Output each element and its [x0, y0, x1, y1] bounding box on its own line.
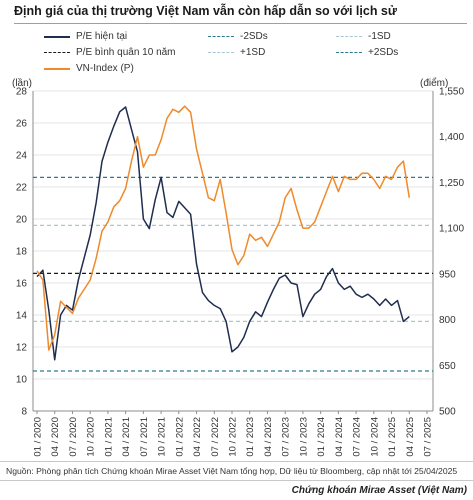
- legend-swatch-mean: [44, 52, 70, 53]
- x-tick-label: 01 / 2023: [245, 417, 256, 457]
- x-tick-label: 10 / 2024: [369, 417, 380, 457]
- x-tick-label: 07 / 2020: [68, 417, 79, 457]
- legend-label-minus1sd: -1SD: [368, 31, 391, 42]
- left-tick-label: 10: [16, 375, 28, 386]
- left-tick-label: 22: [16, 183, 28, 194]
- right-tick-label: 950: [439, 269, 456, 280]
- left-tick-label: 18: [16, 247, 28, 258]
- x-tick-label: 07 / 2021: [139, 417, 150, 457]
- x-tick-label: 04 / 2021: [121, 417, 132, 457]
- left-tick-label: 16: [16, 279, 28, 290]
- x-tick-label: 01 / 2024: [316, 417, 327, 457]
- right-tick-label: 1,100: [439, 224, 464, 235]
- x-tick-label: 01 / 2021: [103, 417, 114, 457]
- x-tick-label: 07 / 2023: [281, 417, 292, 457]
- x-tick-label: 10 / 2022: [228, 417, 239, 457]
- x-tick-label: 07 / 2022: [210, 417, 221, 457]
- right-tick-label: 500: [439, 407, 456, 418]
- x-tick-label: 07 / 2024: [352, 417, 363, 457]
- right-tick-label: 1,550: [439, 87, 464, 98]
- right-tick-label: 1,250: [439, 178, 464, 189]
- legend-swatch-vnindex: [44, 68, 70, 70]
- source-note: Nguồn: Phòng phân tích Chứng khoán Mirae…: [6, 466, 458, 476]
- source-divider: [0, 461, 473, 462]
- left-tick-label: 8: [21, 407, 27, 418]
- legend-swatch-minus2sd: [208, 36, 234, 37]
- left-tick-label: 14: [16, 311, 28, 322]
- x-tick-label: 07 / 2025: [423, 417, 434, 457]
- footer-divider: [0, 480, 473, 481]
- legend-label-mean: P/E bình quân 10 năm: [76, 47, 176, 58]
- chart-canvas: 8 10 12 14 16 18 20 22 24 26 28 500 650 800 950 1,100 1,…: [16, 87, 465, 457]
- legend-swatch-minus1sd: [336, 36, 362, 37]
- left-axis-unit: (lần): [12, 78, 33, 89]
- legend-label-pe: P/E hiện tại: [76, 31, 128, 42]
- x-tick-label: 04 / 2022: [192, 417, 203, 457]
- legend-swatch-pe: [44, 36, 70, 38]
- title-divider: [14, 23, 467, 24]
- right-tick-label: 1,400: [439, 132, 464, 143]
- chart-title: Định giá của thị trường Việt Nam vẫn còn…: [14, 4, 397, 18]
- x-tick-label: 01 / 2022: [174, 417, 185, 457]
- x-tick-label: 04 / 2020: [50, 417, 61, 457]
- right-tick-label: 650: [439, 361, 456, 372]
- x-tick-label: 04 / 2023: [263, 417, 274, 457]
- legend-label-minus2sd: -2SDs: [240, 31, 268, 42]
- legend-label-plus2sd: +2SDs: [368, 47, 399, 58]
- x-tick-label: 04 / 2024: [334, 417, 345, 457]
- left-tick-label: 24: [16, 151, 28, 162]
- x-tick-label: 10 / 2021: [157, 417, 168, 457]
- series-line-pe: [36, 106, 410, 361]
- series-line-vnindex: [36, 105, 411, 351]
- right-tick-label: 800: [439, 315, 456, 326]
- chart-legend: P/E hiện tại -2SDs -1SD P/E bình quân 10…: [0, 0, 473, 105]
- x-tick-label: 10 / 2020: [86, 417, 97, 457]
- left-tick-label: 28: [16, 87, 28, 98]
- legend-label-plus1sd: +1SD: [240, 47, 266, 58]
- x-tick-label: 01 / 2025: [387, 417, 398, 457]
- left-tick-label: 26: [16, 119, 28, 130]
- legend-label-vnindex: VN-Index (P): [76, 63, 134, 74]
- legend-swatch-plus1sd: [208, 52, 234, 53]
- right-axis-unit: (điểm): [420, 78, 449, 89]
- x-tick-label: 04 / 2025: [405, 417, 416, 457]
- x-tick-label: 01 / 2020: [33, 417, 44, 457]
- footer-brand: Chứng khoán Mirae Asset (Việt Nam): [291, 485, 467, 496]
- left-tick-label: 12: [16, 343, 28, 354]
- x-tick-label: 10 / 2023: [298, 417, 309, 457]
- legend-swatch-plus2sd: [336, 52, 362, 53]
- left-tick-label: 20: [16, 215, 28, 226]
